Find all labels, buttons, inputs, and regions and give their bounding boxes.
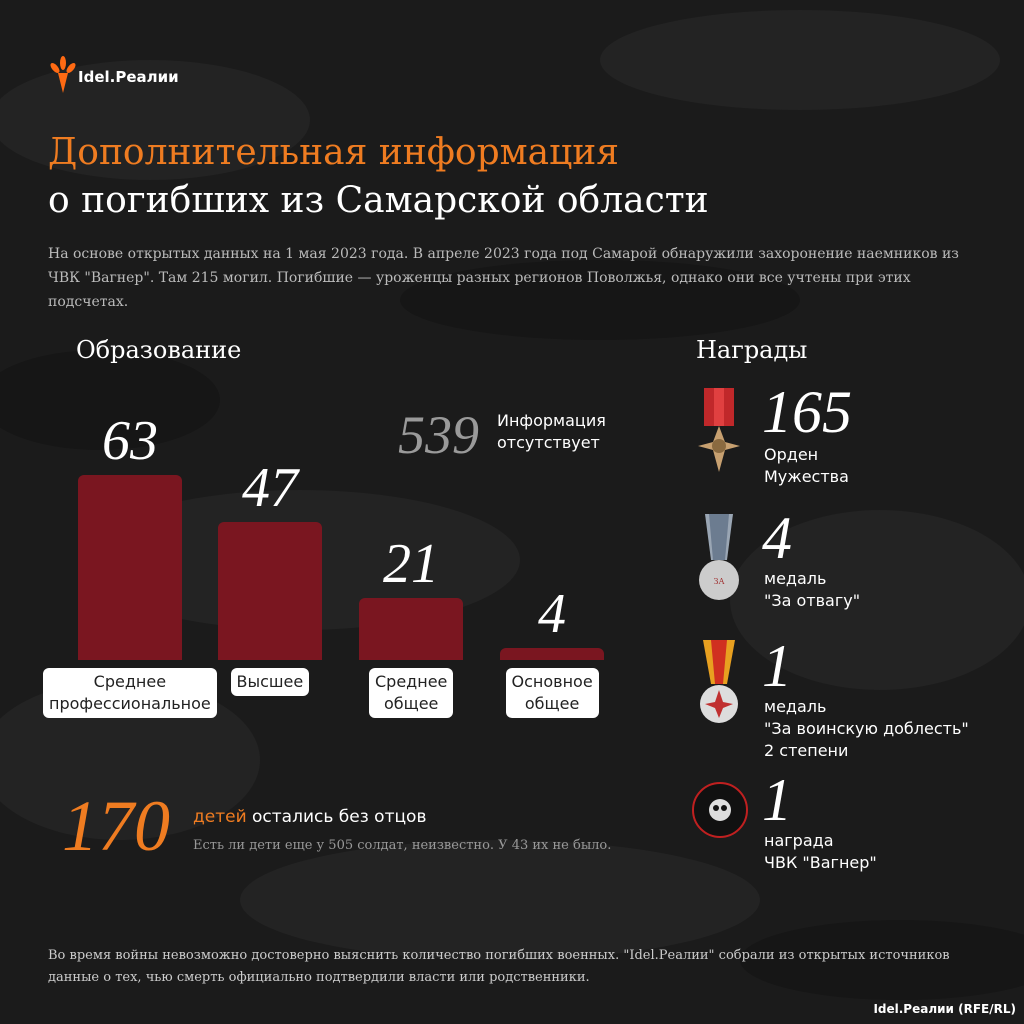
bar [359,598,463,660]
value-label: 63 [102,409,158,472]
value-label: 4 [538,583,566,646]
award-value: 4 [762,505,792,571]
category-label: Среднее профессиональное [43,668,217,718]
award-value: 1 [762,767,792,833]
intro: На основе открытых данных на 1 мая 2023 … [48,246,959,310]
award-value: 165 [762,379,852,445]
bar [218,521,322,660]
children-text: детей остались без отцов [193,807,426,827]
chart-title: Образование [76,336,242,364]
award-label: награда ЧВК "Вагнер" [764,831,877,872]
value-label: 21 [383,533,439,596]
value-label: 47 [242,456,298,519]
category-label: Среднее общее [369,668,454,718]
subtitle: о погибших из Самарской области [48,180,709,221]
order-icon [698,388,740,472]
bar [78,474,182,660]
credit: Idel.Реалии (RFE/RL) [873,1002,1016,1016]
missing-label: Информация отсутствует [497,411,606,452]
category-label: Основное общее [505,668,599,718]
children-value: 170 [62,786,170,866]
category-label: Высшее [230,668,310,696]
medal-valor-icon [700,640,738,723]
brand: Idel.Реалии [78,68,179,86]
logo-icon [50,56,76,93]
award-label: медаль "За воинскую доблесть" 2 степени [764,697,969,760]
svg-text:ЗА: ЗА [713,577,724,586]
title: Дополнительная информация [48,132,619,173]
award-label: медаль "За отвагу" [764,569,861,610]
awards-title: Награды [696,336,808,364]
wagner-badge-icon [692,782,748,838]
children-caption: остались без отцов [252,807,427,827]
children-note: Есть ли дети еще у 505 солдат, неизвестн… [193,838,612,853]
footer: Во время войны невозможно достоверно выя… [48,948,950,985]
children-highlight: детей [193,807,247,827]
missing-value: 539 [398,405,479,465]
medal-courage-icon: ЗА [699,514,739,600]
bar [500,648,604,660]
award-value: 1 [762,633,792,699]
award-label: Орден Мужества [764,445,849,486]
